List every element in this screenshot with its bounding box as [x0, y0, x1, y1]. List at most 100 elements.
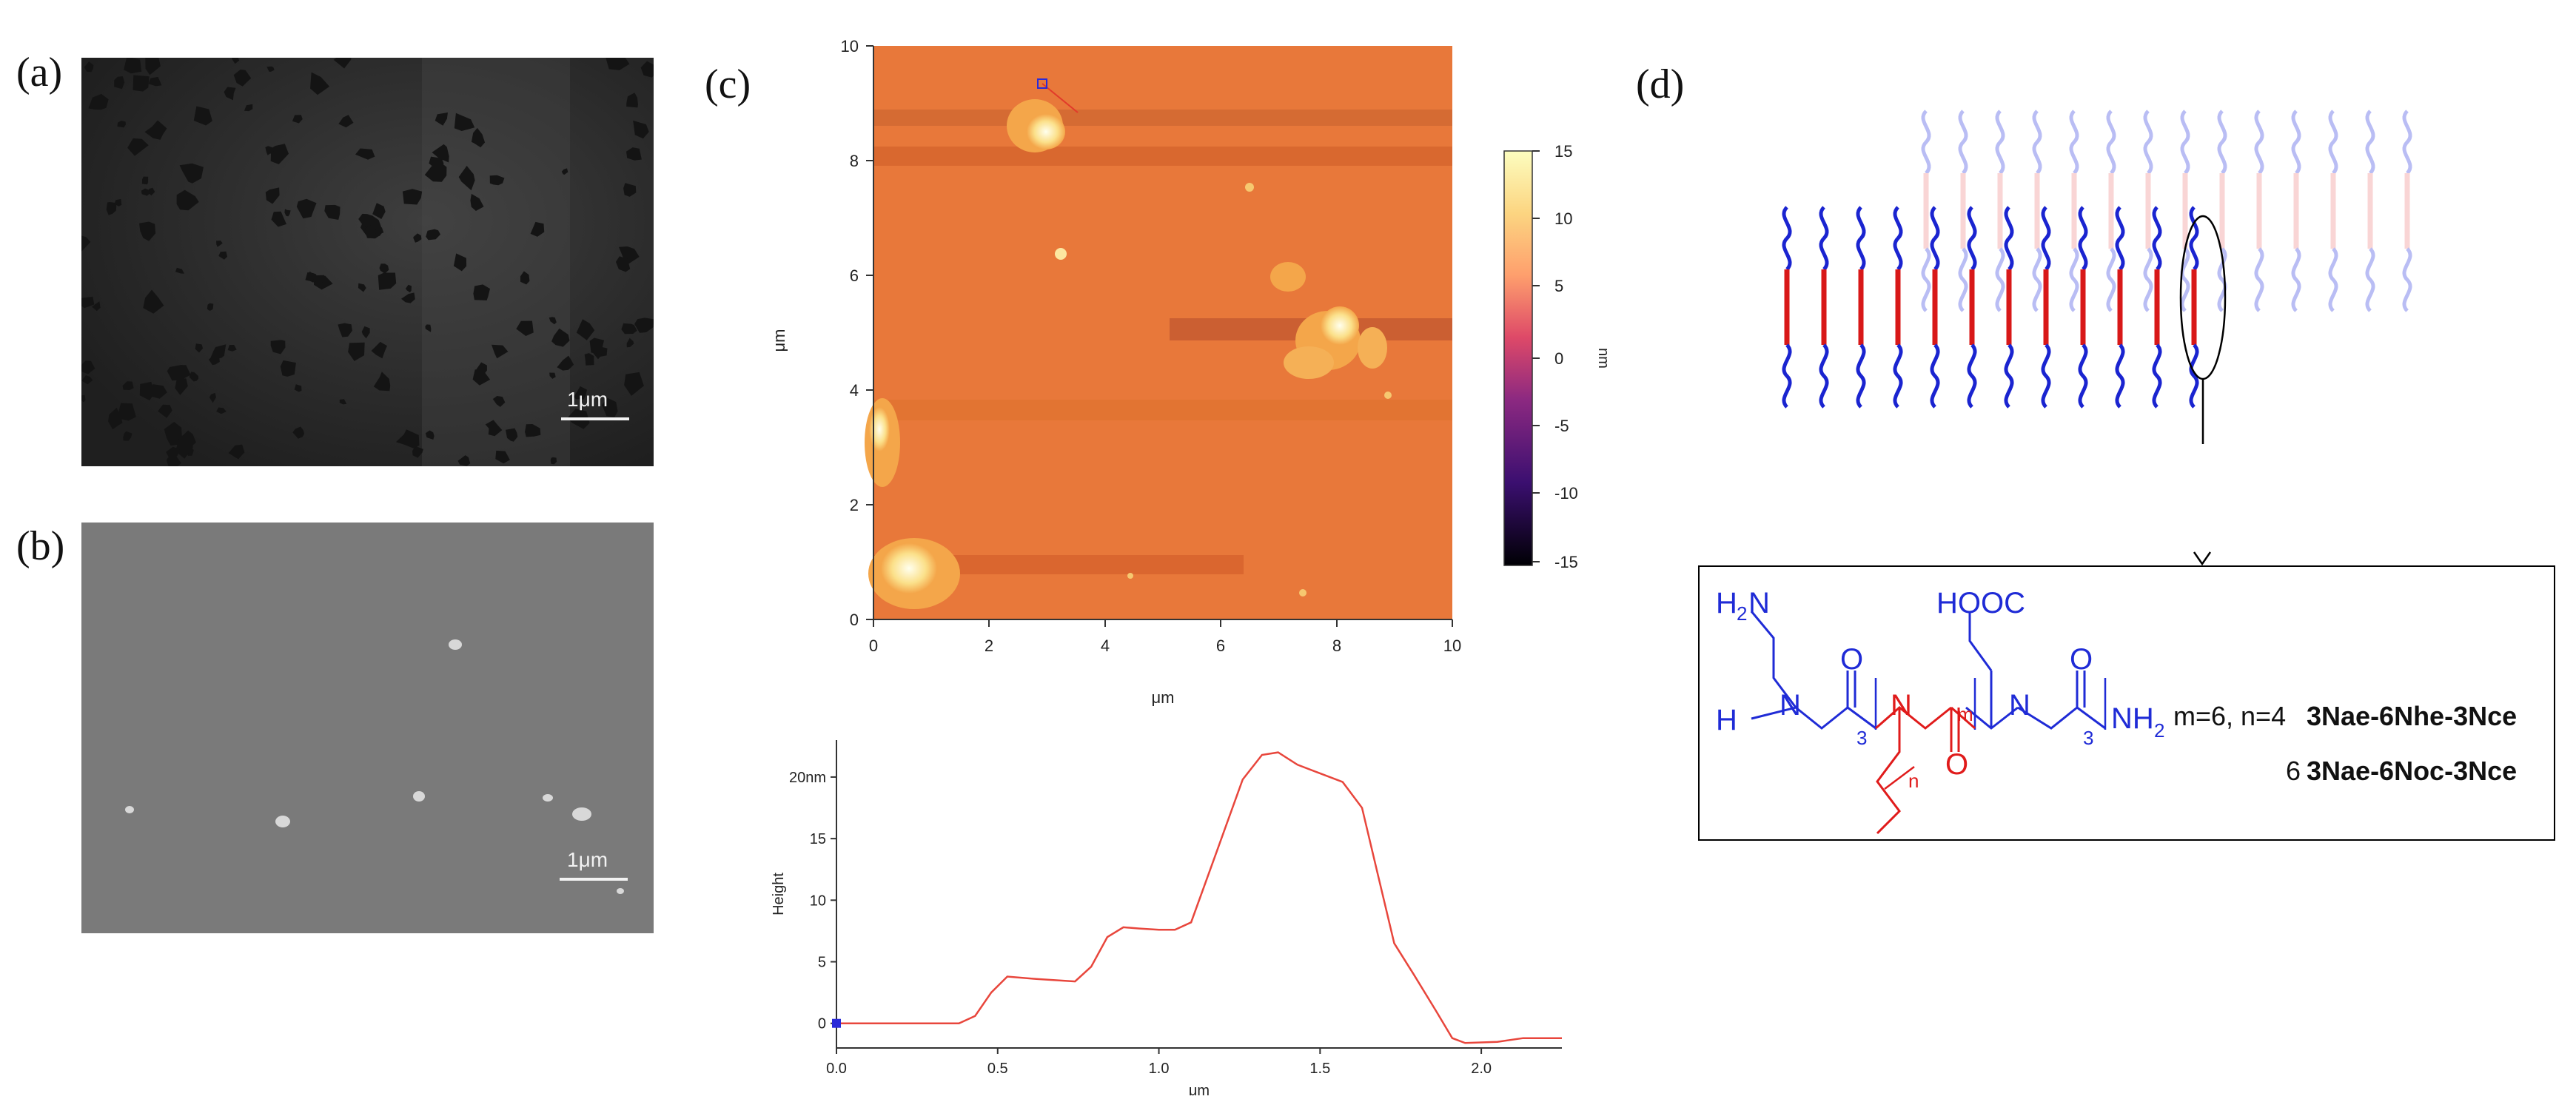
sem-texture-a [81, 58, 654, 466]
sem-particle [492, 344, 509, 359]
peptoid-chain-top [2041, 206, 2051, 271]
scale-label-a: 1μm [567, 388, 608, 411]
peptoid-chain-bottom [1782, 343, 1792, 409]
sem-particle [167, 365, 191, 381]
peptoid-chain-top [1958, 110, 1968, 175]
sem-particle [373, 372, 391, 392]
colorbar-tick-10: 10 [1554, 209, 1572, 228]
formula-line1-prefix: m=6, n=4 [2173, 701, 2286, 731]
formula-o2: O [1945, 748, 1968, 781]
sem-particle [92, 301, 101, 312]
height-profile-chart: 0 5 10 15 20nm 0.0 0.5 1.0 1.5 2.0 μm Height [771, 740, 1562, 1095]
peptoid-chain-top [1930, 206, 1940, 271]
colorbar-tick-m10: -10 [1554, 484, 1578, 503]
sem-particle [395, 429, 420, 448]
profile-xlabel: μm [1189, 1083, 1210, 1095]
peptoid-chain-bottom [2328, 247, 2338, 312]
sem-particle [179, 163, 204, 184]
sem-particle [175, 378, 188, 395]
sem-image-a: 1μm [81, 58, 654, 466]
sem-particle [633, 120, 649, 139]
sem-particle [266, 66, 275, 72]
profile-xtick-label: 2.0 [1471, 1061, 1492, 1077]
peptoid-chain-bottom [1967, 343, 1977, 409]
sem-particle [520, 271, 530, 285]
sem-particle [485, 420, 503, 437]
peptoid-chain-bottom [2106, 247, 2116, 312]
sem-particle [280, 360, 296, 377]
peptoid-chain-top [2152, 206, 2162, 271]
sem-particle [232, 58, 240, 64]
sem-particle [224, 87, 236, 101]
peptoid-chain-bottom [2032, 247, 2042, 312]
sem-particle [166, 446, 180, 460]
profile-ytick-label: 0 [818, 1016, 826, 1032]
colorbar-tick-m5: -5 [1554, 417, 1569, 435]
sem-particle [148, 187, 155, 196]
sem-particle [233, 70, 252, 87]
peptoid-chain-bottom [2115, 343, 2125, 409]
peptoid-chain-bottom [1819, 343, 1829, 409]
sem-particle [454, 112, 475, 131]
peptoid-chain-bottom [2402, 247, 2412, 312]
peptoid-chain-bottom [2152, 343, 2162, 409]
formula-line2-name: 3Nae-6Noc-3Nce [2307, 756, 2517, 786]
sem-particle [576, 319, 595, 340]
sem-particle [626, 93, 638, 108]
sem-particle [371, 341, 387, 359]
sem-image-b: 1μm [81, 523, 654, 933]
colorbar [1503, 150, 1533, 566]
sem-particle [88, 93, 109, 110]
sem-particle [470, 193, 484, 211]
profile-ytick-label: 5 [818, 955, 826, 971]
afm-ytick-4: 4 [850, 381, 859, 400]
formula-n1: N [1780, 689, 1801, 722]
sem-particle [358, 213, 375, 229]
sem-particle [372, 203, 386, 219]
peptoid-chain-bottom [1958, 247, 1968, 312]
sem-particle [365, 224, 380, 239]
sem-particle [270, 144, 289, 164]
peptoid-chain-bottom [1921, 247, 1931, 312]
sem-particle [640, 61, 654, 78]
panel-label-c: (c) [705, 61, 751, 107]
formula-h-left: H [1716, 704, 1737, 736]
sem-particle [602, 397, 618, 417]
sem-particle [209, 344, 227, 359]
peptoid-chain-top [1921, 110, 1931, 175]
sem-particle [453, 253, 467, 272]
sem-particle [623, 183, 637, 197]
peptoid-chain-top [1819, 206, 1829, 271]
peptoid-chain-bottom [1930, 343, 1940, 409]
peptoid-assembly-diagram [1782, 110, 2412, 444]
afm-xlabel: μm [1151, 688, 1174, 707]
formula-o1: O [1840, 643, 1863, 676]
profile-xtick-label: 1.0 [1149, 1061, 1170, 1077]
sem-particle [589, 337, 605, 355]
sem-particle [84, 61, 94, 73]
sem-particle [81, 235, 91, 252]
colorbar-unit: nm [1595, 348, 1611, 369]
sem-particle [284, 209, 291, 217]
panel-label-a: (a) [16, 50, 63, 95]
peptoid-chain-bottom [2217, 247, 2227, 312]
chemical-structure-box: H 2 N HOOC H N O 3 N O m n N O 3 NH 2 m=… [1698, 565, 2555, 841]
formula-line1-name: 3Nae-6Nhe-3Nce [2307, 701, 2517, 731]
formula-n3: N [2009, 689, 2030, 722]
sem-particle [375, 227, 384, 235]
sem-particle [296, 198, 317, 219]
sem-particle [218, 251, 227, 260]
sem-particle [458, 166, 475, 191]
sem-particle [358, 283, 366, 292]
colorbar-tick-15: 15 [1554, 142, 1572, 161]
sem-particle [550, 457, 557, 465]
sem-particle [495, 450, 510, 464]
afm-xtick-10: 10 [1443, 636, 1461, 655]
peptoid-chain-top [2106, 110, 2116, 175]
profile-xtick-label: 1.5 [1309, 1061, 1330, 1077]
sem-particle [81, 394, 86, 403]
sem-particle [306, 271, 316, 282]
profile-line [1042, 83, 1079, 113]
sem-particle [339, 399, 347, 405]
formula-h2n-sub: 2 [1737, 602, 1747, 625]
